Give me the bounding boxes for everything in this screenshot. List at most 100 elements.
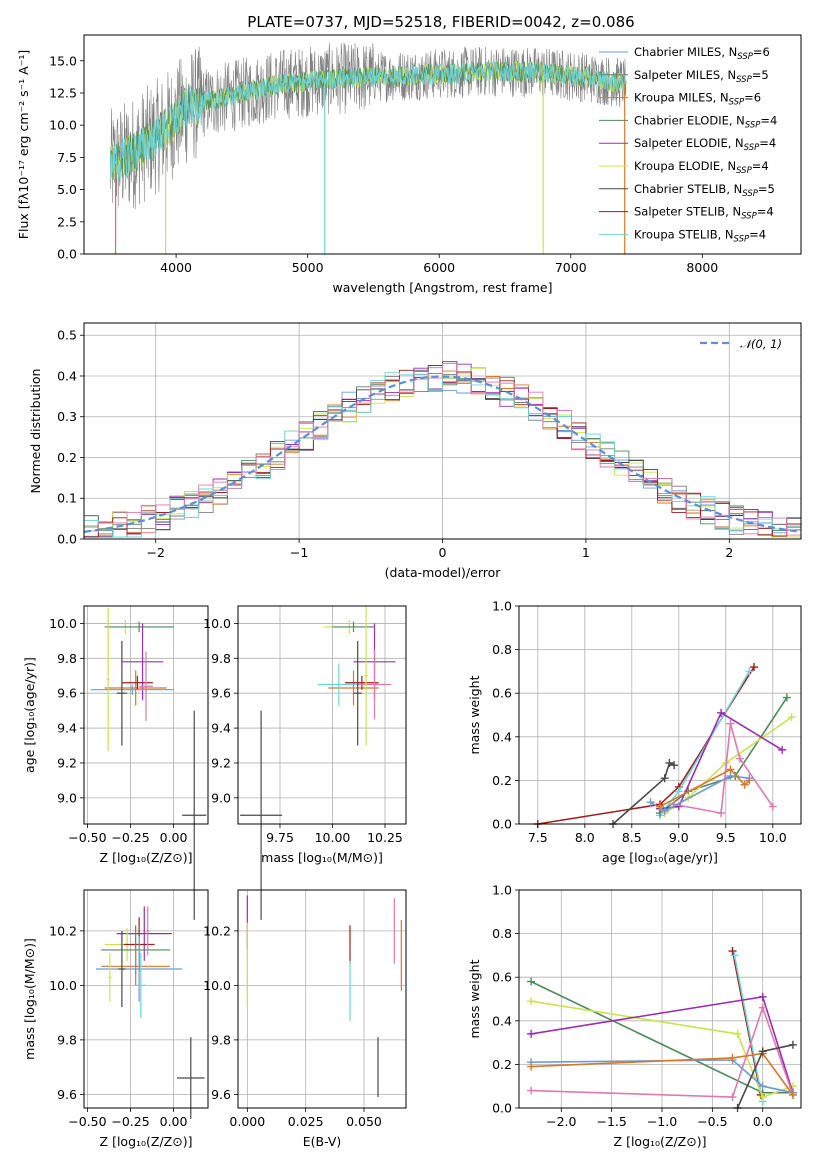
weight-point-marker [787, 713, 796, 722]
x-tick-label: −0.5 [697, 1114, 727, 1129]
x-tick-label: 10.0 [759, 830, 787, 845]
legend-value: =4 [759, 136, 776, 150]
y-tick-label: 0.4 [492, 729, 512, 744]
y-tick-label: 9.2 [211, 755, 231, 770]
y-tick-label: 9.4 [211, 721, 231, 736]
y-tick-label: 7.5 [57, 150, 77, 165]
weight-series-line [531, 1005, 794, 1098]
y-tick-label: 0.4 [492, 1013, 512, 1028]
mass_vs_Z-axes: −0.50 −0.25 0.00 9.6 9.8 10.0 10.2 Z [log₁₀(Z/Z… [22, 889, 209, 1149]
weight-point-marker [768, 802, 777, 811]
y-tick-label: 9.6 [57, 686, 77, 701]
weight_vs_Z-ticks: −2.0 −1.5 −1.0 −0.5 0.0 0.0 0.2 0.4 0.6 0.8 1.0 [492, 883, 773, 1130]
y-tick-label: 0.0 [492, 1101, 512, 1116]
y-tick-label: 0.0 [57, 247, 77, 262]
weight-point-marker [778, 745, 787, 754]
y-axis-label: mass [log₁₀(M/M⊙)] [22, 938, 37, 1060]
weight_vs_Z-axes: −2.0 −1.5 −1.0 −0.5 0.0 0.0 0.2 0.4 0.6 0.8 1.0 Z [… [467, 883, 802, 1149]
y-tick-label: 10.2 [49, 923, 77, 938]
x-tick-label: 0.000 [229, 1114, 265, 1129]
legend-sub: SSP [729, 98, 745, 108]
x-axis-label: mass [log₁₀(M/M⊙)] [261, 850, 383, 865]
legend-entry: Salpeter MILES, NSSP=5 [634, 68, 769, 85]
y-tick-label: 2.5 [57, 214, 77, 229]
x-tick-label: −1.0 [647, 1114, 677, 1129]
weight-series-line [659, 768, 750, 808]
weight-point-marker [758, 1082, 767, 1091]
legend-label: Chabrier STELIB, N [634, 182, 742, 196]
mass_vs_Z-plot [96, 906, 205, 1119]
y-tick-label: 0.2 [492, 773, 512, 788]
residuals-plot [83, 361, 802, 538]
weight-point-marker [758, 992, 767, 1001]
y-tick-label: 1.0 [492, 599, 512, 614]
weight-point-marker [750, 663, 758, 672]
legend-label: Chabrier ELODIE, N [634, 113, 745, 127]
x-tick-label: −0.50 [68, 830, 106, 845]
weight-point-marker [527, 1029, 536, 1038]
y-tick-label: 0.8 [492, 642, 512, 657]
weight-point-marker [730, 951, 739, 960]
y-tick-label: 9.8 [57, 1032, 77, 1047]
legend-entry: Kroupa MILES, NSSP=6 [634, 91, 761, 108]
weight-point-marker [656, 802, 664, 811]
x-tick-label: 0.00 [160, 830, 188, 845]
weight-point-marker [660, 774, 669, 783]
y-tick-label: 0.6 [492, 686, 512, 701]
age_vs_mass-axes: 9.75 10.00 10.25 9.0 9.2 9.4 9.6 9.8 10.0 mass [l… [203, 605, 407, 920]
x-tick-label: −1 [290, 545, 308, 560]
age_vs_mass-grid [238, 606, 406, 824]
weight-point-marker [728, 1053, 737, 1062]
weight-point-marker [788, 1040, 797, 1049]
mass_vs_ebv-axes: 0.000 0.025 0.050 9.6 9.8 10.0 10.2 E(B-V) [203, 889, 407, 1149]
legend-sub: SSP [744, 143, 760, 153]
mass_vs_Z-frame [83, 889, 209, 1109]
weight-series-line [650, 775, 750, 812]
weight-point-marker [735, 754, 744, 763]
weight-point-marker [674, 787, 683, 796]
weight-series-line [733, 955, 764, 1102]
y-tick-label: 9.4 [57, 721, 77, 736]
x-tick-label: 9.5 [716, 830, 736, 845]
age_vs_mass-plot [240, 606, 396, 920]
weight-series-line [537, 666, 755, 825]
age_vs_mass-frame [237, 605, 407, 825]
legend-value: =5 [752, 68, 769, 82]
weight-point-marker [728, 1093, 737, 1102]
weight_vs_age-grid [519, 605, 801, 825]
y-axis-label: mass weight [467, 959, 482, 1038]
weight-series-line [531, 1052, 794, 1096]
legend-sub: SSP [741, 212, 757, 222]
weight_vs_age-axes: 7.5 8.0 8.5 9.0 9.5 10.0 0.0 0.2 0.4 0.6 0.8 1.0 age… [467, 599, 802, 865]
legend-entry: Salpeter STELIB, NSSP=4 [634, 205, 774, 222]
y-tick-label: 5.0 [57, 182, 77, 197]
weight_vs_Z-grid [519, 889, 801, 1109]
x-tick-label: 2 [725, 545, 733, 560]
x-tick-label: 1 [582, 545, 590, 560]
x-axis-label: Z [log₁₀(Z/Z⊙)] [100, 1134, 193, 1149]
weight-point-marker [758, 1093, 767, 1102]
residuals-grid [84, 323, 801, 540]
x-tick-label: −0.25 [111, 830, 149, 845]
x-axis-label: age [log₁₀(age/yr)] [602, 850, 718, 865]
y-tick-label: 10.0 [203, 616, 231, 631]
y-tick-label: 0.3 [57, 409, 77, 424]
mass_vs_ebv-ticks: 0.000 0.025 0.050 9.6 9.8 10.0 10.2 [203, 923, 382, 1129]
legend-value: =4 [752, 159, 769, 173]
y-tick-label: 0.1 [57, 491, 77, 506]
x-tick-label: 10.00 [315, 830, 351, 845]
legend-sub: SSP [736, 75, 752, 85]
x-tick-label: −0.50 [68, 1114, 106, 1129]
weight-point-marker [728, 947, 737, 956]
y-tick-label: 0.0 [492, 817, 512, 832]
weight-point-marker [665, 758, 674, 767]
x-tick-label: 8000 [686, 260, 718, 275]
y-tick-label: 0.5 [57, 328, 77, 343]
x-tick-label: 10.25 [367, 830, 403, 845]
residual-histogram [84, 367, 801, 538]
gaussian-curve [83, 375, 802, 533]
weight-point-marker [527, 1062, 536, 1071]
x-tick-label: −1.5 [596, 1114, 626, 1129]
